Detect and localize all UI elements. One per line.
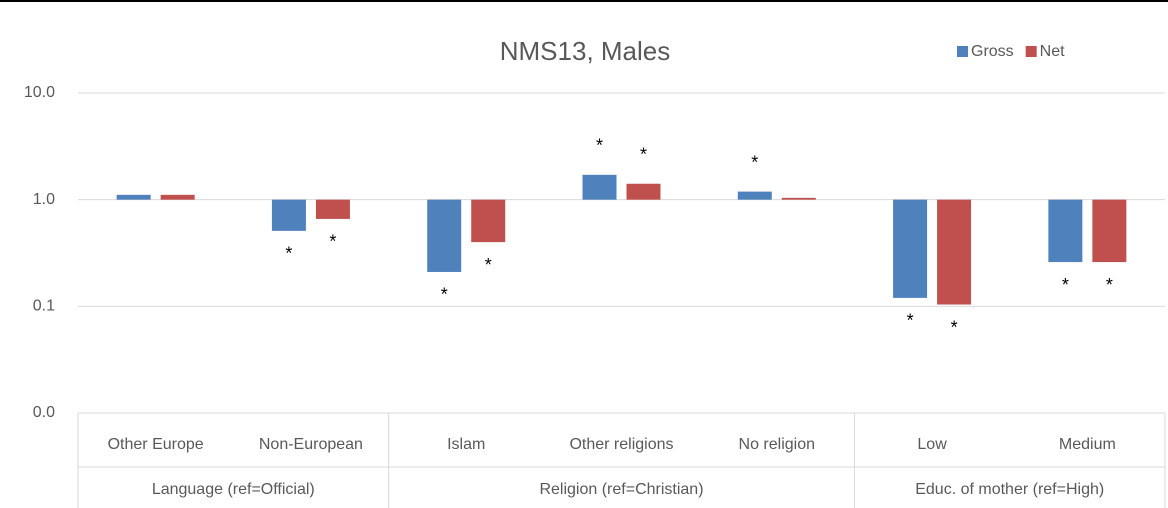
significance-marker: * — [1062, 275, 1069, 295]
significance-marker: * — [1106, 275, 1113, 295]
group-label: Language (ref=Official) — [152, 481, 315, 498]
y-tick-label: 1.0 — [33, 191, 55, 208]
x-tick-label: Low — [917, 436, 947, 453]
legend-swatch — [957, 46, 968, 57]
bar — [427, 199, 462, 272]
bar — [1092, 199, 1127, 263]
significance-marker: * — [441, 285, 448, 305]
significance-marker: * — [751, 152, 758, 172]
bar — [271, 199, 306, 231]
significance-marker: * — [285, 244, 292, 264]
bar — [582, 174, 617, 200]
bar — [116, 194, 151, 200]
legend-label: Net — [1040, 43, 1065, 60]
bar — [893, 199, 928, 298]
x-tick-label: Islam — [447, 436, 485, 453]
y-tick-label: 10.0 — [24, 84, 55, 101]
bar — [160, 194, 195, 200]
x-tick-label: Non-European — [259, 436, 363, 453]
x-tick-label: No religion — [739, 436, 815, 453]
significance-marker: * — [640, 144, 647, 164]
x-tick-label: Other Europe — [108, 436, 204, 453]
significance-marker: * — [329, 232, 336, 252]
bar — [471, 199, 506, 243]
chart-title: NMS13, Males — [500, 36, 671, 66]
bar — [937, 199, 972, 305]
significance-marker: * — [951, 317, 958, 337]
top-border — [0, 0, 1168, 2]
bar — [626, 183, 661, 200]
x-tick-label: Other religions — [569, 436, 673, 453]
bar — [781, 197, 816, 200]
legend-swatch — [1025, 46, 1037, 57]
y-tick-label: 0.1 — [33, 298, 55, 315]
x-tick-label: Medium — [1059, 436, 1116, 453]
bar — [737, 191, 772, 200]
bar — [1048, 199, 1083, 263]
group-label: Religion (ref=Christian) — [539, 481, 703, 498]
significance-marker: * — [907, 311, 914, 331]
significance-marker: * — [596, 136, 603, 156]
group-label: Educ. of mother (ref=High) — [915, 481, 1104, 498]
bar — [315, 199, 350, 219]
legend-label: Gross — [971, 43, 1014, 60]
y-tick-label: 0.0 — [33, 404, 55, 421]
significance-marker: * — [485, 255, 492, 275]
